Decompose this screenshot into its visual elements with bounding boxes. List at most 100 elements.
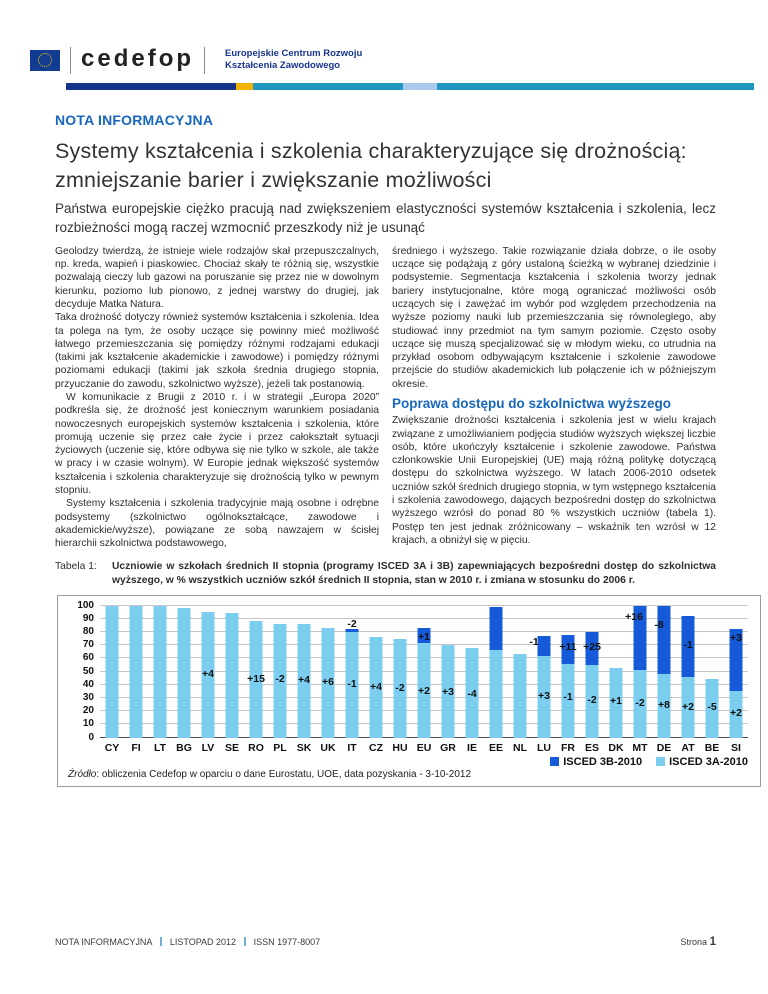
org-name-line2: Kształcenia Zawodowego [225,60,341,71]
change-label-3a: +4 [370,680,382,693]
bar-isced-3a [609,667,623,738]
x-axis-label: NL [513,741,527,754]
footer-page: Strona 1 [681,936,716,948]
page-footer: NOTA INFORMACYJNA LISTOPAD 2012 ISSN 1977-… [55,936,716,948]
y-axis-label: 80 [82,625,94,637]
page-number: 1 [709,936,716,948]
y-axis-label: 20 [82,705,94,717]
chart-bar-group: +3 +2 [724,606,748,738]
subtitle: Państwa europejskie ciężko pracują nad z… [55,200,716,236]
stripe-teal-segment [437,83,754,90]
page-label: Strona [680,937,708,947]
change-label-3a: -1 [347,678,357,691]
change-label-3a: +15 [247,672,265,685]
change-label-3b: +16 [625,610,643,623]
legend-label: ISCED 3A-2010 [669,755,748,768]
y-axis-label: 90 [82,612,94,624]
x-axis-label: EU [416,741,432,754]
chart-bar-group [100,605,124,738]
change-label-3b: +11 [559,641,577,654]
change-label-3a: +2 [730,707,742,720]
eu-flag-icon [30,49,60,71]
stripe-gold-segment [236,83,253,90]
chart-plot-area: 0 10 20 30 40 50 60 70 80 90 100 +4 +15 -2 +4 +6 -2 -1 +4-… [77,600,748,743]
bar-isced-3a [393,638,407,738]
bar-isced-3a [345,631,359,738]
x-axis-label: DE [656,741,672,754]
chart-bar-group: +4 [292,606,316,738]
x-axis-label: EE [488,741,503,754]
change-label-3a: +6 [322,675,334,688]
document-kicker: NOTA INFORMACYJNA [55,112,214,128]
bar-isced-3b [417,628,431,643]
x-axis-label: IT [347,741,357,754]
bar-isced-3a [105,605,119,738]
bar-isced-3a [561,663,575,738]
page-header: cedefop Europejskie Centrum Rozwoju Kszt… [0,44,768,90]
logo-divider [204,46,206,74]
change-label-3b: +3 [730,632,742,645]
chart-bar-group: -1 +3 [529,606,556,738]
chart-bar-group: -2 [388,606,412,738]
x-axis-label: SE [224,741,239,754]
x-axis-label: GR [440,741,456,754]
paragraph: Systemy kształcenia i szkolenia tradycyj… [55,498,379,550]
chart-bar-group [172,606,196,738]
x-axis-label: RO [248,741,264,754]
change-label-3a: -2 [275,672,285,685]
bar-isced-3b [345,629,359,632]
bar-isced-3a [153,605,167,738]
chart-source-prefix: Źródło [68,768,97,780]
bar-isced-3a [297,624,311,738]
brand-stripe [66,83,754,90]
paragraph: Geolodzy twierdzą, że istnieje wiele rod… [55,245,379,310]
bar-isced-3a [273,624,287,738]
chart-source: Źródło: obliczenia Cedefop w oparciu o d… [68,769,748,780]
paragraph: Taka drożność dotyczy również systemów k… [55,312,379,390]
x-axis-label: HU [392,741,408,754]
change-label-3b: +1 [418,630,430,643]
bar-isced-3a [537,655,551,738]
y-axis-label: 100 [77,599,94,611]
x-axis-label: LV [201,741,215,754]
change-label-3a: +3 [538,690,550,703]
bar-isced-3a [513,654,527,738]
chart-bar-group: -8 +8 [652,605,676,738]
bar-isced-3b [657,605,671,675]
change-label-3a: -4 [467,687,477,700]
x-axis-label: ES [584,741,599,754]
body-column-right: średniego i wyższego. Takie rozwiązanie … [392,245,716,551]
stripe-navy-segment [66,83,236,90]
body-columns: Geolodzy twierdzą, że istnieje wiele rod… [55,245,716,551]
chart-bar-group: -2 [268,606,292,738]
x-axis-label: LU [537,741,551,754]
change-label-3a: -1 [563,691,573,704]
chart-bar-group: +11 -1 [556,606,580,738]
chart-bars: +4 +15 -2 +4 +6 -2 -1 +4 -2 +1 +2 +3 -4 -1 +3 +11 -1 +25 -… [100,605,748,738]
bar-isced-3a [489,650,503,738]
bar-isced-3a [369,637,383,738]
chart-legend: ISCED 3B-2010 ISCED 3A-2010 [68,756,748,768]
bar-isced-3b [729,629,743,692]
change-label-3b: -2 [347,617,357,630]
bar-isced-3a [705,679,719,738]
bar-isced-3a [321,628,335,738]
stripe-teal-segment [253,83,403,90]
content-area: NOTA INFORMACYJNA Systemy kształcenia i … [0,112,768,787]
table-caption-label: Tabela 1: [55,560,97,572]
chart-source-text: : obliczenia Cedefop w oparciu o dane Eu… [96,768,472,780]
x-axis-label: FI [131,741,141,754]
legend-label: ISCED 3B-2010 [563,755,643,768]
y-axis-label: 50 [82,665,94,677]
bar-isced-3a [249,621,263,738]
footer-item: ISSN 1977-8007 [253,937,321,947]
chart-bar-group [148,605,172,738]
logo-row: cedefop Europejskie Centrum Rozwoju Kszt… [30,44,768,76]
bar-isced-3b [633,605,647,671]
chart-bar-group: +3 [436,606,460,738]
table-caption-text: Uczniowie w szkołach średnich II stopnia… [112,560,716,586]
legend-swatch [656,757,666,767]
logo-divider [70,46,71,74]
x-axis-label: BG [176,741,192,754]
